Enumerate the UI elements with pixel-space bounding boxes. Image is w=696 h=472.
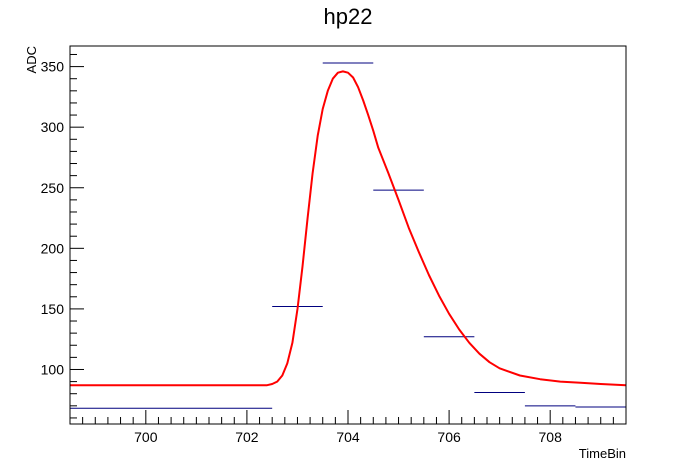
fit-curve-line	[70, 70, 627, 387]
x-tick-label: 704	[336, 429, 360, 445]
y-tick-label: 250	[41, 180, 65, 196]
x-tick-label: 702	[235, 429, 259, 445]
axes: 700 702 704 706 708 100 150 200 250 300 350	[41, 53, 627, 445]
y-tick-label: 300	[41, 119, 65, 135]
plot-area	[70, 62, 627, 409]
y-axis-title: ADC	[24, 46, 39, 73]
y-tick-label: 350	[41, 59, 65, 75]
x-axis-title: TimeBin	[579, 446, 626, 461]
x-tick-label: 708	[539, 429, 563, 445]
y-tick-label: 200	[41, 240, 65, 256]
chart-title: hp22	[324, 4, 373, 29]
x-tick-label: 706	[437, 429, 461, 445]
y-tick-label: 150	[41, 301, 65, 317]
y-tick-label: 100	[41, 361, 65, 377]
x-tick-label: 700	[134, 429, 158, 445]
